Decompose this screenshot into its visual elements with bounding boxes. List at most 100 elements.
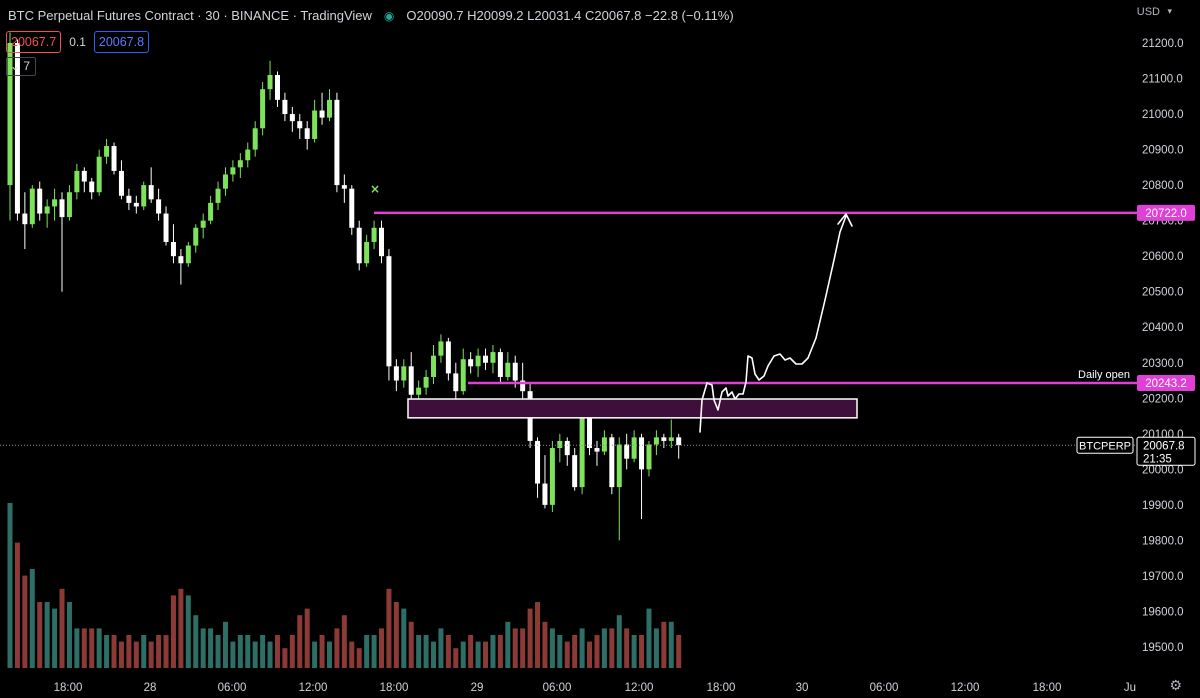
price-tick-label: 21200.0	[1142, 38, 1184, 50]
candle-body	[29, 188, 35, 225]
currency-selector[interactable]: USD	[1136, 6, 1160, 18]
daily-open-label: Daily open	[1078, 369, 1130, 381]
volume-bar	[624, 628, 630, 668]
candle-body	[438, 341, 444, 356]
candle-body	[393, 366, 399, 381]
volume-bar	[616, 615, 622, 668]
volume-bar	[661, 621, 667, 668]
price-tick-label: 19700.0	[1142, 571, 1184, 583]
candle-body	[230, 167, 236, 175]
price-tick-label: 21000.0	[1142, 109, 1184, 121]
volume-bar	[297, 615, 303, 668]
price-tick-label: 19500.0	[1142, 642, 1184, 654]
candle-body	[341, 185, 347, 189]
indicator-count: 7	[23, 59, 31, 73]
candle-body	[549, 448, 555, 505]
candle-body	[96, 156, 102, 193]
symbol-title[interactable]: BTC Perpetual Futures Contract · 30 · BI…	[8, 8, 372, 23]
candle-body	[148, 185, 154, 200]
candle-body	[304, 128, 310, 139]
symbol-tag-text: BTCPERP	[1079, 440, 1131, 452]
volume-bar	[215, 635, 221, 668]
candle-body	[349, 188, 355, 228]
candle-body	[676, 437, 682, 446]
volume-bar	[408, 621, 414, 668]
candle-body	[631, 437, 637, 459]
low-key: L	[527, 8, 535, 23]
volume-bar	[416, 635, 422, 668]
candle-body	[215, 188, 221, 203]
candle-body	[653, 437, 659, 445]
volume-bar	[178, 588, 184, 668]
price-tick-label: 20800.0	[1142, 180, 1184, 192]
volume-bar	[66, 602, 72, 668]
volume-bar	[356, 648, 362, 668]
candle-body	[193, 227, 199, 246]
candle-body	[52, 199, 58, 207]
price-tick-label: 21100.0	[1142, 74, 1183, 86]
candle-body	[475, 355, 481, 367]
price-tick-label: 19800.0	[1142, 535, 1184, 547]
candle-body	[416, 387, 422, 395]
volume-bar	[282, 648, 288, 668]
volume-bar	[594, 635, 600, 668]
candle-body	[274, 74, 280, 100]
candle-body	[616, 444, 622, 488]
candle-body	[118, 170, 124, 196]
candle-body	[512, 362, 518, 381]
candle-body	[624, 444, 630, 459]
indicators-toggle[interactable]: ⌄ 7	[6, 57, 37, 76]
volume-bar	[74, 628, 80, 668]
volume-bar	[527, 608, 533, 668]
volume-bar	[319, 635, 325, 668]
price-tick-label: 20500.0	[1142, 287, 1184, 299]
order-panel: 20067.7 0.1 20067.8	[6, 31, 150, 53]
candle-body	[289, 114, 295, 122]
time-tick-label: 12:00	[299, 682, 328, 694]
candle-body	[587, 416, 593, 449]
sell-button[interactable]: 20067.7	[6, 31, 62, 53]
volume-bar	[468, 635, 474, 668]
volume-bar	[156, 635, 162, 668]
candle-body	[371, 227, 377, 242]
volume-bar	[371, 635, 377, 668]
candle-body	[483, 355, 489, 363]
level-price-tag	[1137, 374, 1195, 391]
candle-body	[661, 437, 667, 441]
candle-body	[37, 188, 43, 214]
buy-button[interactable]: 20067.8	[93, 31, 150, 53]
volume-bar	[520, 628, 526, 668]
candle-body	[185, 245, 191, 264]
volume-bar	[646, 608, 652, 668]
drawings-overlay: Daily open ×	[0, 182, 1137, 446]
volume-bar	[512, 628, 518, 668]
candle-body	[260, 89, 266, 129]
symbol-tag	[1076, 436, 1134, 454]
open-key: O	[406, 8, 417, 23]
last-price-tag	[1136, 436, 1196, 466]
price-axis: 21200.021100.021000.020900.020800.020700…	[1076, 38, 1196, 654]
volume-bar	[37, 602, 43, 668]
volume-bar	[587, 641, 593, 668]
close-key: C	[585, 8, 595, 23]
volume-bar	[676, 635, 682, 668]
volume-bar	[401, 608, 407, 668]
volume-bar	[341, 615, 347, 668]
volume-bar	[118, 641, 124, 668]
volume-bar	[208, 628, 214, 668]
volume-bar	[460, 641, 466, 668]
candle-body	[22, 213, 28, 225]
candle-body	[178, 256, 184, 264]
volume-bar	[304, 608, 310, 668]
candle-body	[200, 220, 206, 228]
price-tick-label: 20200.0	[1142, 393, 1184, 405]
candle-body	[535, 440, 541, 484]
time-axis: 18:00 28 06:00 12:00 18:00 29 06:00 12:00 18:00 3…	[54, 682, 1136, 694]
candle-body	[557, 440, 563, 449]
candle-body	[401, 366, 407, 381]
settings-gear-icon[interactable]: ⚙	[1169, 677, 1182, 693]
volume-bar	[148, 641, 154, 668]
last-price-text: 20067.8	[1143, 440, 1185, 452]
candle-body	[453, 373, 459, 392]
